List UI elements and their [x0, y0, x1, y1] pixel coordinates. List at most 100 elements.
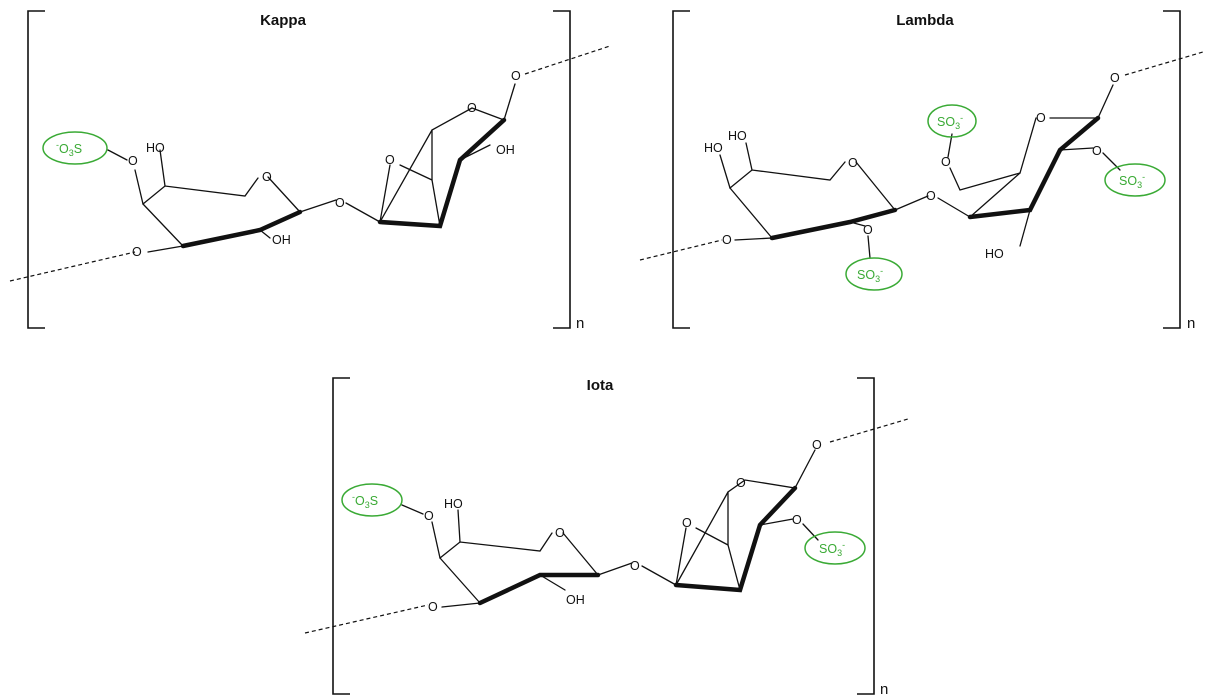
repeat-index: n [576, 315, 584, 332]
c6-hydroxyl: HO [444, 497, 463, 511]
glycosidic-bond [345, 202, 381, 223]
sulfate-group: SO3- [1119, 172, 1145, 190]
c6-bond [457, 509, 461, 543]
panel-kappa: Kappa n O O O O HO OH -O3S [9, 10, 611, 332]
ring-bond [729, 161, 846, 189]
ring-oxygen: O [555, 526, 565, 540]
c2-bond [259, 229, 271, 239]
c3-bond [734, 237, 773, 241]
right-bracket [857, 377, 875, 695]
c6-hydroxyl: HO [146, 141, 165, 155]
link-oxygen: O [926, 189, 936, 203]
anomeric-oxygen: O [812, 438, 822, 452]
link-oxygen: O [335, 196, 345, 210]
ring-oxygen: O [262, 170, 272, 184]
ring-oxygen: O [848, 156, 858, 170]
c4-hydroxyl: HO [985, 247, 1004, 261]
ring-bond [379, 83, 516, 223]
sulfate-bond [802, 523, 819, 541]
sulfate-highlight [341, 483, 403, 517]
sulfate-highlight [1104, 163, 1166, 197]
ring-bond [562, 532, 599, 576]
sulfate-highlight [927, 104, 977, 138]
c4-oxygen: O [424, 509, 434, 523]
chain-left [639, 239, 723, 261]
ring-front-bond [673, 485, 798, 593]
c6-hydroxyl: HO [728, 129, 747, 143]
ring-bond [969, 117, 1037, 218]
chain-oxygen: O [722, 233, 732, 247]
c2-hydroxyl: OH [496, 143, 515, 157]
c4-bond [431, 521, 441, 559]
ring-bond [1049, 84, 1114, 119]
chain-right [1124, 51, 1204, 76]
c2-hydroxyl: OH [566, 593, 585, 607]
glycosidic-bond [894, 195, 929, 211]
c3-bond [147, 245, 184, 253]
c4-bond [719, 154, 731, 189]
link-oxygen: O [630, 559, 640, 573]
ring-bond [142, 177, 259, 205]
c4-bond [1019, 209, 1031, 247]
glycosidic-bond [937, 197, 971, 218]
glycosidic-bond [299, 199, 337, 213]
c6-bond [949, 167, 1021, 191]
bridge-bond [379, 164, 391, 223]
ring-front-bond [967, 115, 1101, 220]
sulfate-bond [107, 149, 128, 161]
c2-bond [759, 518, 794, 526]
ring-bond [675, 449, 816, 586]
anomeric-oxygen: O [511, 69, 521, 83]
c6-oxygen: O [941, 155, 951, 169]
c6-bond [159, 149, 166, 187]
right-bracket [553, 10, 571, 329]
sulfate-bond [867, 235, 871, 259]
panel-title: Iota [587, 377, 614, 394]
c4-oxygen: O [128, 154, 138, 168]
ring-bond [855, 161, 896, 211]
c2-oxygen: O [1092, 144, 1102, 158]
sulfate-group: -O3S [352, 492, 378, 510]
panel-title: Kappa [260, 12, 307, 29]
chain-right [524, 45, 611, 75]
sulfate-highlight [845, 257, 903, 291]
glycosidic-bond [597, 562, 633, 576]
c4-hydroxyl: HO [704, 141, 723, 155]
c2-bond [849, 221, 866, 227]
c4-bond [134, 169, 144, 205]
ring-bond [439, 557, 481, 604]
chain-left [9, 251, 136, 282]
left-bracket [672, 10, 690, 329]
sulfate-highlight [42, 131, 108, 165]
repeat-index: n [1187, 315, 1195, 332]
ring-front-bond [769, 207, 898, 241]
ring-oxygen: O [736, 476, 746, 490]
panel-iota: Iota n O O O O HO OH -O3S O [304, 377, 909, 698]
chain-oxygen: O [428, 600, 438, 614]
oh-bond [459, 144, 491, 161]
bridge-oxygen: O [385, 153, 395, 167]
c2-bond [539, 574, 566, 591]
c2-oxygen: O [863, 223, 873, 237]
c3-bond [441, 602, 481, 608]
chain-left [304, 604, 429, 634]
c6-bond [745, 142, 753, 171]
c2-hydroxyl: OH [272, 233, 291, 247]
sulfate-group: SO3- [937, 113, 963, 131]
sulfate-bond [401, 504, 424, 515]
ring-bond [439, 532, 553, 559]
ring-bond [142, 203, 184, 247]
chain-oxygen: O [132, 245, 142, 259]
ring-bond [729, 187, 773, 239]
panel-lambda: Lambda n O O O O HO HO SO3- [639, 10, 1204, 332]
sulfate-group: SO3- [857, 266, 883, 284]
ring-bond [267, 176, 301, 213]
sulfate-highlight [804, 531, 866, 565]
right-bracket [1163, 10, 1181, 329]
left-bracket [332, 377, 350, 695]
bridge-oxygen: O [682, 516, 692, 530]
anomeric-oxygen: O [1110, 71, 1120, 85]
ring-oxygen: O [467, 101, 477, 115]
glycosidic-bond [641, 565, 677, 586]
